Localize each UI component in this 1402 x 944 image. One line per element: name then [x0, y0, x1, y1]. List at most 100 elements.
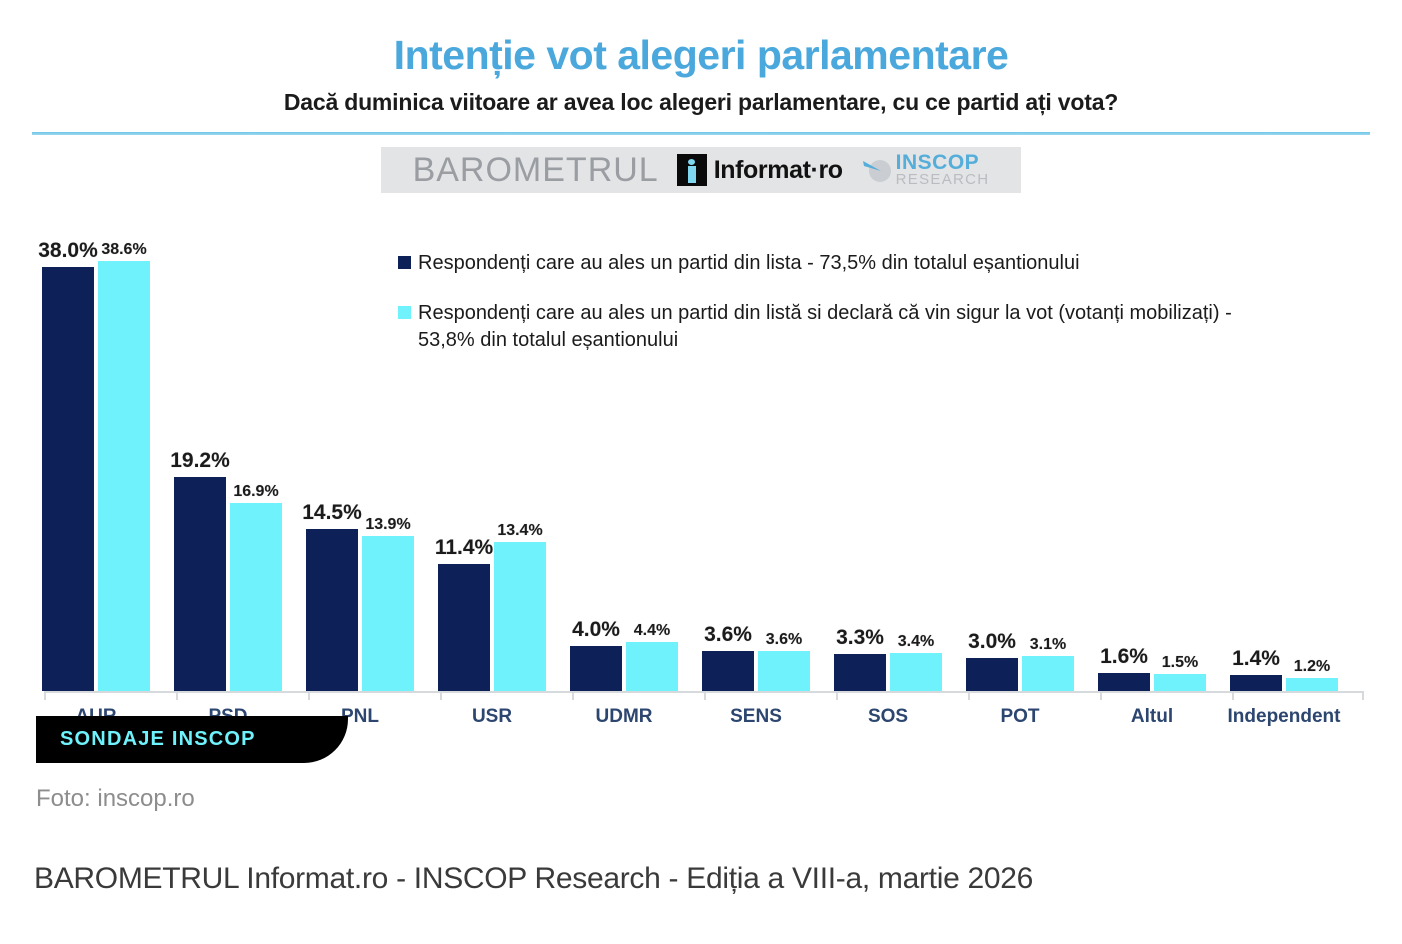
bar-independent-series-2[interactable]: 1.2%	[1286, 236, 1338, 691]
bar-usr-series-1[interactable]: 11.4%	[434, 236, 494, 691]
bar-sens-series-1[interactable]: 3.6%	[702, 236, 754, 691]
bar-group-independent: 1.4% 1.2%	[1230, 236, 1338, 691]
bar-sens-series-2[interactable]: 3.6%	[758, 236, 810, 691]
bar-group-aur: 38.0% 38.6%	[38, 236, 150, 691]
bar-rect[interactable]	[306, 529, 358, 691]
bar-udmr-series-1[interactable]: 4.0%	[570, 236, 622, 691]
bar-rect[interactable]	[570, 646, 622, 691]
bar-sos-series-2[interactable]: 3.4%	[890, 236, 942, 691]
x-axis-label-udmr: UDMR	[595, 706, 653, 727]
legend-label-series-2: Respondenți care au ales un partid din l…	[418, 301, 1232, 352]
x-axis-tick	[836, 691, 838, 700]
bar-rect[interactable]	[758, 650, 810, 691]
bar-pnl-series-2[interactable]: 13.9%	[362, 236, 414, 691]
barometrul-wordmark: BAROMETRUL	[412, 150, 659, 189]
bar-value-label-sens-series-2: 3.6%	[765, 630, 803, 648]
bar-pot-series-1[interactable]: 3.0%	[966, 236, 1018, 691]
bar-rect[interactable]	[362, 536, 414, 691]
bar-group-pnl: 14.5% 13.9%	[302, 236, 414, 691]
informat-mark-icon	[676, 154, 707, 187]
x-axis-label-sens: SENS	[730, 706, 782, 727]
page-subtitle: Dacă duminica viitoare ar avea loc alege…	[283, 89, 1119, 116]
bar-group-pot: 3.0% 3.1%	[966, 236, 1074, 691]
x-axis-tick	[1100, 691, 1102, 700]
bar-group-udmr: 4.0% 4.4%	[570, 236, 678, 691]
bar-group-psd: 19.2% 16.9%	[170, 236, 282, 691]
bar-chart: 38.0% 38.6% 19.2% 16.9% 14.5% 13.9% 11.4% 13.4%…	[38, 236, 1364, 727]
x-axis-label-pot: POT	[1000, 706, 1040, 727]
x-axis-tick	[572, 691, 574, 700]
x-axis-tick	[44, 691, 46, 700]
x-axis-label-usr: USR	[471, 706, 513, 727]
chart-plot-area: 38.0% 38.6% 19.2% 16.9% 14.5% 13.9% 11.4% 13.4%…	[38, 236, 1364, 691]
bar-udmr-series-2[interactable]: 4.4%	[626, 236, 678, 691]
bar-rect[interactable]	[702, 650, 754, 691]
x-axis-tick	[1362, 691, 1364, 700]
bar-independent-series-1[interactable]: 1.4%	[1230, 236, 1282, 691]
x-axis-tick	[176, 691, 178, 700]
bar-rect[interactable]	[1154, 674, 1206, 691]
x-axis-tick	[308, 691, 310, 700]
bar-rect[interactable]	[834, 654, 886, 691]
bar-rect[interactable]	[42, 267, 94, 691]
brand-bar: BAROMETRUL Informat·ro INSCOP RESEARCH	[381, 147, 1021, 194]
bar-value-label-pot-series-2: 3.1%	[1029, 636, 1067, 654]
bar-psd-series-2[interactable]: 16.9%	[230, 236, 282, 691]
bar-altul-series-2[interactable]: 1.5%	[1154, 236, 1206, 691]
x-axis-label-independent: Independent	[1227, 706, 1341, 727]
x-axis-label-pnl: PNL	[341, 706, 379, 727]
bar-value-label-psd-series-1: 19.2%	[170, 448, 230, 472]
bar-pnl-series-1[interactable]: 14.5%	[302, 236, 362, 691]
bar-value-label-udmr-series-2: 4.4%	[633, 621, 671, 639]
bar-sos-series-1[interactable]: 3.3%	[834, 236, 886, 691]
bar-rect[interactable]	[494, 541, 546, 691]
bar-rect[interactable]	[890, 653, 942, 691]
bar-rect[interactable]	[966, 657, 1018, 691]
legend-swatch-icon-series-2	[398, 305, 411, 319]
bar-value-label-altul-series-1: 1.6%	[1100, 645, 1148, 669]
bar-value-label-usr-series-1: 11.4%	[434, 535, 494, 559]
x-axis-tick	[1232, 691, 1234, 700]
bar-rect[interactable]	[1098, 673, 1150, 691]
bar-psd-series-1[interactable]: 19.2%	[170, 236, 230, 691]
bar-group-altul: 1.6% 1.5%	[1098, 236, 1206, 691]
bar-value-label-pnl-series-2: 13.9%	[365, 516, 411, 533]
bar-altul-series-1[interactable]: 1.6%	[1098, 236, 1150, 691]
bar-rect[interactable]	[1286, 677, 1338, 691]
bar-value-label-aur-series-1: 38.0%	[38, 239, 98, 263]
bar-rect[interactable]	[438, 563, 490, 691]
bar-rect[interactable]	[626, 641, 678, 691]
bar-usr-series-2[interactable]: 13.4%	[494, 236, 546, 691]
brand-bar-wrapper: BAROMETRUL Informat·ro INSCOP RESEARCH	[0, 147, 1402, 194]
bar-value-label-aur-series-2: 38.6%	[101, 240, 147, 258]
chart-header: Intenție vot alegeri parlamentare Dacă d…	[0, 0, 1402, 116]
bar-value-label-sens-series-1: 3.6%	[704, 622, 752, 646]
bar-pot-series-2[interactable]: 3.1%	[1022, 236, 1074, 691]
x-axis-label-sos: SOS	[867, 706, 909, 727]
legend-item-series-2: Respondenți care au ales un partid din l…	[398, 300, 1288, 355]
bottom-caption: BAROMETRUL Informat.ro - INSCOP Research…	[34, 862, 1034, 895]
bar-rect[interactable]	[174, 476, 226, 691]
bar-aur-series-2[interactable]: 38.6%	[98, 236, 150, 691]
legend-swatch-icon-series-1	[398, 256, 411, 269]
bar-rect[interactable]	[1230, 675, 1282, 691]
legend-label-series-1: Respondenți care au ales un partid din l…	[418, 252, 1080, 274]
page-title: Intenție vot alegeri parlamentare	[393, 32, 1009, 78]
bar-value-label-pot-series-1: 3.0%	[968, 629, 1016, 653]
bar-rect[interactable]	[1022, 656, 1074, 691]
bar-group-usr: 11.4% 13.4%	[434, 236, 546, 691]
inscop-swoosh-icon	[861, 154, 893, 186]
bar-rect[interactable]	[98, 260, 150, 691]
bar-value-label-independent-series-1: 1.4%	[1232, 647, 1280, 671]
x-axis-tick	[704, 691, 706, 700]
inscop-research-label: RESEARCH	[895, 170, 990, 188]
x-axis-tick	[968, 691, 970, 700]
inscop-name: INSCOP	[895, 151, 980, 175]
informat-wordmark: Informat·ro	[713, 155, 843, 184]
bar-rect[interactable]	[230, 502, 282, 691]
chart-legend: Respondenți care au ales un partid din l…	[398, 250, 1288, 377]
bar-aur-series-1[interactable]: 38.0%	[38, 236, 98, 691]
bar-value-label-independent-series-2: 1.2%	[1293, 657, 1331, 675]
x-axis-label-altul: Altul	[1130, 706, 1174, 727]
bar-value-label-altul-series-2: 1.5%	[1161, 654, 1199, 672]
